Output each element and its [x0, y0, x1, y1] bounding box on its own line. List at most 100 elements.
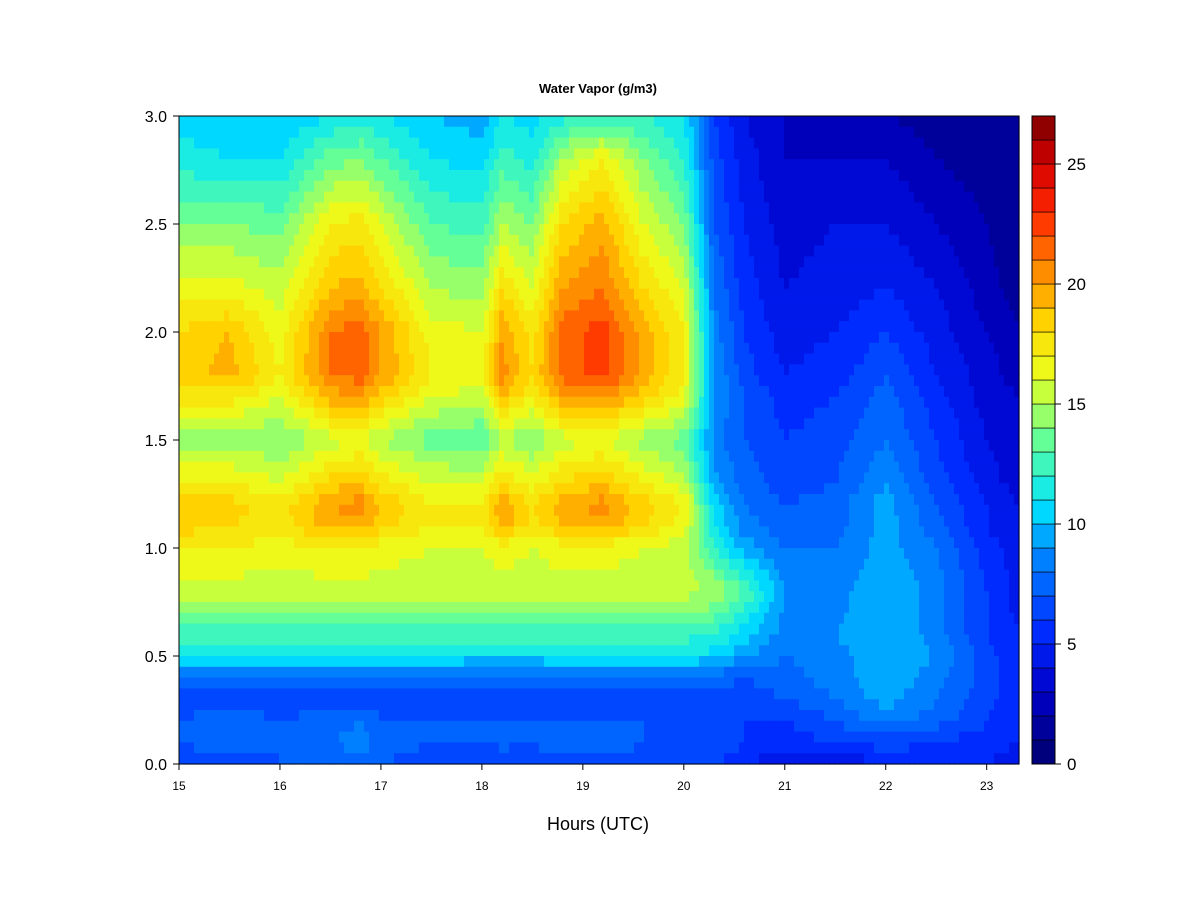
heatmap-cell — [529, 407, 535, 419]
heatmap-cell — [414, 245, 420, 257]
heatmap-cell — [784, 159, 790, 171]
heatmap-cell — [194, 159, 200, 171]
heatmap-cell — [799, 418, 805, 430]
heatmap-cell — [434, 332, 440, 344]
heatmap-cell — [814, 418, 820, 430]
heatmap-cell — [644, 321, 650, 333]
heatmap-cell — [459, 148, 465, 160]
heatmap-cell — [809, 332, 815, 344]
heatmap-cell — [639, 224, 645, 236]
heatmap-cell — [869, 148, 875, 160]
heatmap-cell — [214, 170, 220, 182]
heatmap-cell — [509, 213, 515, 225]
heatmap-cell — [324, 191, 330, 203]
heatmap-cell — [399, 288, 405, 301]
heatmap-cell — [189, 159, 195, 171]
heatmap-cell — [244, 180, 250, 193]
heatmap-cell — [749, 126, 755, 139]
heatmap-cell — [1014, 234, 1020, 247]
heatmap-cell — [729, 267, 735, 279]
heatmap-cell — [659, 288, 665, 301]
heatmap-cell — [304, 126, 310, 139]
heatmap-cell — [254, 407, 260, 419]
heatmap-cell — [704, 256, 710, 268]
heatmap-cell — [429, 267, 435, 279]
heatmap-cell — [444, 299, 450, 311]
heatmap-cell — [299, 170, 305, 182]
heatmap-cell — [854, 375, 860, 387]
heatmap-cell — [404, 116, 410, 128]
heatmap-cell — [639, 321, 645, 333]
heatmap-cell — [744, 364, 750, 376]
heatmap-cell — [719, 278, 725, 290]
heatmap-cell — [674, 116, 680, 128]
heatmap-cell — [829, 386, 835, 398]
heatmap-cell — [604, 116, 610, 128]
heatmap-cell — [969, 364, 975, 376]
heatmap-cell — [849, 170, 855, 182]
heatmap-cell — [349, 267, 355, 279]
heatmap-cell — [914, 321, 920, 333]
heatmap-cell — [1004, 126, 1010, 139]
heatmap-cell — [489, 278, 495, 290]
heatmap-cell — [1004, 148, 1010, 160]
heatmap-cell — [869, 126, 875, 139]
heatmap-cell — [624, 278, 630, 290]
heatmap-cell — [624, 299, 630, 311]
heatmap-cell — [894, 353, 900, 365]
heatmap-cell — [534, 375, 540, 387]
heatmap-cell — [729, 418, 735, 430]
heatmap-cell — [244, 234, 250, 247]
heatmap-cell — [509, 278, 515, 290]
heatmap-cell — [859, 299, 865, 311]
heatmap-cell — [189, 148, 195, 160]
heatmap-cell — [624, 191, 630, 203]
heatmap-cell — [669, 170, 675, 182]
heatmap-cell — [719, 191, 725, 203]
heatmap-cell — [864, 288, 870, 301]
heatmap-cell — [814, 256, 820, 268]
heatmap-cell — [579, 213, 585, 225]
heatmap-cell — [984, 170, 990, 182]
heatmap-cell — [974, 396, 980, 409]
heatmap-cell — [804, 148, 810, 160]
heatmap-cell — [484, 396, 490, 409]
heatmap-cell — [324, 353, 330, 365]
heatmap-cell — [469, 364, 475, 376]
heatmap-cell — [444, 224, 450, 236]
heatmap-cell — [299, 407, 305, 419]
heatmap-cell — [569, 299, 575, 311]
heatmap-cell — [844, 224, 850, 236]
heatmap-cell — [944, 256, 950, 268]
heatmap-cell — [209, 310, 215, 322]
heatmap-cell — [809, 191, 815, 203]
heatmap-cell — [959, 180, 965, 193]
heatmap-cell — [724, 386, 730, 398]
heatmap-cell — [654, 342, 660, 355]
heatmap-cell — [889, 234, 895, 247]
heatmap-cell — [599, 418, 605, 430]
heatmap-cell — [334, 342, 340, 355]
heatmap-cell — [479, 375, 485, 387]
heatmap-cell — [499, 137, 505, 149]
heatmap-cell — [394, 116, 400, 128]
heatmap-cell — [569, 116, 575, 128]
heatmap-cell — [639, 310, 645, 322]
heatmap-cell — [349, 137, 355, 149]
heatmap-cell — [594, 288, 600, 301]
heatmap-cell — [669, 386, 675, 398]
heatmap-cell — [844, 170, 850, 182]
heatmap-cell — [969, 180, 975, 193]
heatmap-cell — [344, 364, 350, 376]
heatmap-cell — [554, 342, 560, 355]
heatmap-cell — [899, 278, 905, 290]
heatmap-cell — [964, 213, 970, 225]
heatmap-cell — [524, 310, 530, 322]
heatmap-cell — [504, 278, 510, 290]
heatmap-cell — [179, 407, 185, 419]
heatmap-cell — [829, 202, 835, 214]
heatmap-cell — [354, 234, 360, 247]
heatmap-cell — [559, 137, 565, 149]
heatmap-cell — [409, 245, 415, 257]
